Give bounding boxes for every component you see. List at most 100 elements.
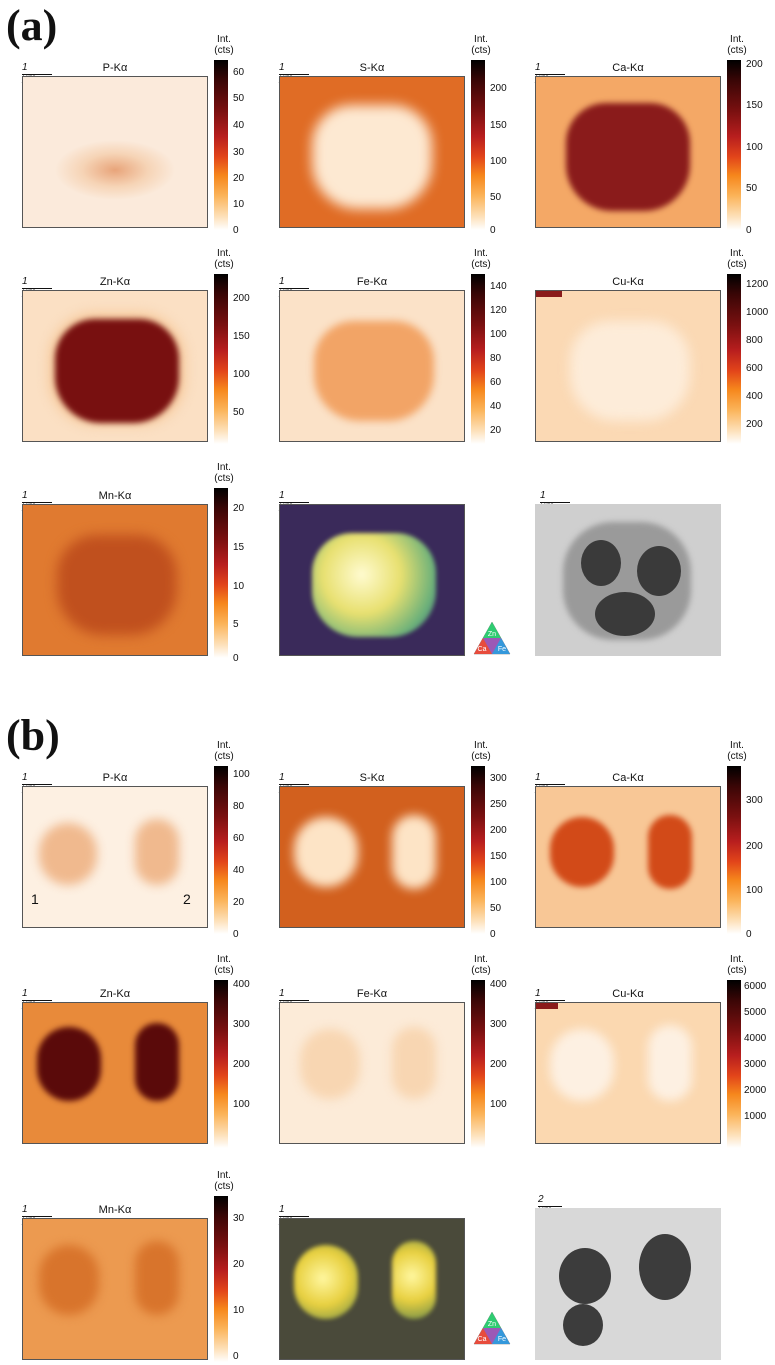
tick: 60 (233, 833, 245, 844)
tick: 200 (233, 293, 250, 304)
tick: 200 (233, 1059, 250, 1070)
cell-2 (648, 815, 692, 889)
xrf-map-ca (535, 786, 721, 928)
tick: 20 (233, 897, 245, 908)
colorbar (214, 766, 228, 934)
rgb-overlay-map (279, 504, 465, 656)
tick: 200 (746, 59, 763, 70)
tick: 1000 (744, 1111, 767, 1122)
nucleus (559, 1248, 611, 1304)
scale-bar (22, 1000, 52, 1001)
cell-shape (312, 105, 432, 209)
tick: 200 (490, 1059, 507, 1070)
cell-1 (39, 823, 97, 885)
tick: 600 (746, 363, 763, 374)
tick: 20 (490, 425, 502, 436)
legend-fe: Fe (498, 646, 506, 653)
xrf-map-fe (279, 1002, 465, 1144)
tick: 800 (746, 335, 763, 346)
element-label: P-Kα (102, 62, 128, 74)
scale-bar (279, 784, 309, 785)
tick: 80 (233, 801, 245, 812)
tick: 100 (490, 156, 507, 167)
tick: 100 (490, 329, 507, 340)
scale-bar (535, 784, 565, 785)
cell-shape (566, 103, 690, 211)
tick: 0 (746, 929, 752, 940)
tick: 0 (233, 653, 239, 664)
tick: 200 (746, 841, 763, 852)
cell-shape (57, 535, 177, 635)
tick: 100 (746, 885, 763, 896)
tick: 200 (490, 825, 507, 836)
element-label: P-Kα (102, 772, 128, 784)
cell-2 (135, 1241, 179, 1315)
cell-1 (550, 817, 614, 887)
scale-bar (22, 502, 52, 503)
cbar-title: Int. (cts) (471, 740, 491, 762)
xrf-map-cu (535, 290, 721, 442)
tick: 50 (233, 93, 245, 104)
cell-shape (570, 321, 690, 421)
tick: 100 (233, 1099, 250, 1110)
cbar-title: Int. (cts) (214, 34, 234, 56)
tick: 0 (233, 225, 239, 236)
tick: 20 (233, 503, 245, 514)
tick: 20 (233, 1259, 245, 1270)
hotspot (536, 291, 562, 297)
scale-bar (540, 502, 570, 503)
nucleus (639, 1234, 691, 1300)
tick: 10 (233, 1305, 245, 1316)
element-label: Zn-Kα (99, 988, 131, 1000)
cell-label-1: 1 (31, 891, 39, 907)
hotspot (536, 1003, 558, 1009)
tick: 200 (746, 419, 763, 430)
cbar-title: Int. (cts) (214, 954, 234, 976)
tick: 4000 (744, 1033, 767, 1044)
section-label-b: (b) (6, 711, 60, 760)
legend-fe: Fe (498, 1336, 506, 1343)
tick: 0 (233, 1351, 239, 1362)
xrf-map-ca (535, 76, 721, 228)
tick: 200 (490, 83, 507, 94)
tick: 400 (233, 979, 250, 990)
section-label-a: (a) (6, 1, 58, 50)
cbar-title: Int. (cts) (471, 34, 491, 56)
scale-bar (279, 1216, 309, 1217)
cell-2 (392, 1241, 436, 1319)
tick: 300 (490, 1019, 507, 1030)
cbar-title: Int. (cts) (471, 248, 491, 270)
legend-ca: Ca (478, 1336, 487, 1343)
tick: 0 (490, 225, 496, 236)
scale-bar (22, 1216, 52, 1217)
cbar-title: Int. (cts) (214, 248, 234, 270)
element-label: Mn-Kα (98, 1204, 132, 1216)
tick: 6000 (744, 981, 767, 992)
scale-bar (22, 74, 52, 75)
xrf-map-mn (22, 504, 208, 656)
tick: 100 (233, 369, 250, 380)
cell-shape (55, 319, 179, 423)
em-image (535, 504, 721, 656)
cbar-title: Int. (cts) (727, 954, 747, 976)
nucleus (563, 1304, 603, 1346)
cell-1 (294, 1245, 358, 1319)
cell-1 (300, 1029, 360, 1099)
xrf-map-cu (535, 1002, 721, 1144)
element-label: S-Kα (359, 62, 385, 74)
tick: 5 (233, 619, 239, 630)
xrf-map-zn (22, 1002, 208, 1144)
cbar-title: Int. (cts) (727, 34, 747, 56)
rgb-overlay-map (279, 1218, 465, 1360)
cell-2 (392, 1027, 436, 1099)
tick: 15 (233, 542, 245, 553)
cbar-title: Int. (cts) (214, 740, 234, 762)
tick: 400 (746, 391, 763, 402)
colorbar (727, 766, 741, 934)
xrf-map-p (22, 76, 208, 228)
tick: 50 (233, 407, 245, 418)
cell-shape (312, 533, 436, 637)
tick: 300 (746, 795, 763, 806)
scale-bar (22, 288, 52, 289)
cbar-title: Int. (cts) (214, 1170, 234, 1192)
